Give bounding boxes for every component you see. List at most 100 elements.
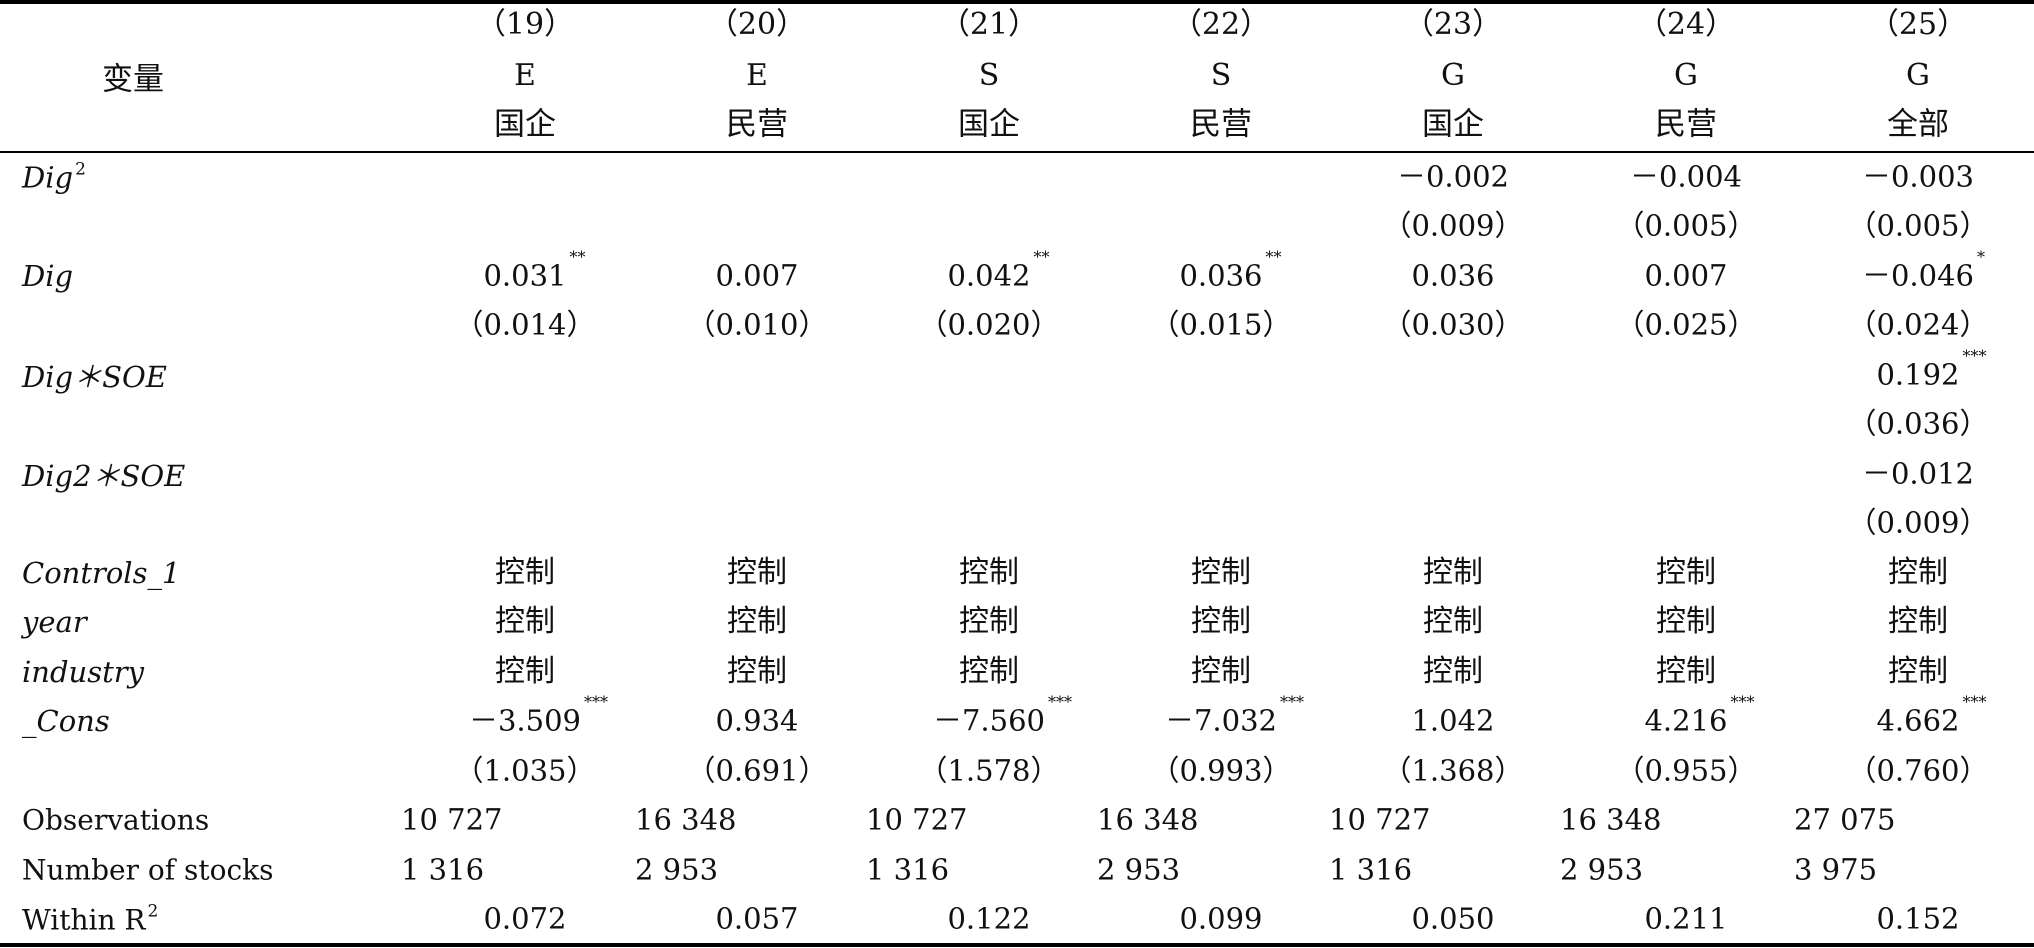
header-divider-rule xyxy=(0,151,2034,153)
table-row: Dig 0.031 ** 0.007 0.042 ** 0.036 ** 0.036 0.007 －… xyxy=(0,247,2034,301)
column-group-2: 民营 xyxy=(726,106,788,143)
table-cell: 控制 xyxy=(959,607,1019,637)
table-cell: 10 727 xyxy=(866,802,968,837)
cell-value: 控制 xyxy=(959,554,1019,590)
table-cell: 控制 xyxy=(495,607,555,637)
table-cell: 2 953 xyxy=(1097,855,1180,884)
row-label-text: Dig2＊SOE xyxy=(22,458,186,493)
cell-value: 2 953 xyxy=(1560,852,1644,887)
cell-value: （0.691） xyxy=(686,753,828,788)
cell-value: 0.072 xyxy=(483,901,567,936)
table-row: Dig2＊SOE －0.012 xyxy=(0,449,2034,499)
row-label: _Cons xyxy=(22,704,110,738)
cell-value: （0.030） xyxy=(1382,307,1524,342)
table-cell: 1 316 xyxy=(866,855,949,884)
cell-value: 控制 xyxy=(1191,604,1251,640)
cell-value: 控制 xyxy=(727,554,787,590)
table-cell: （0.020） xyxy=(918,310,1059,340)
table-top-rule xyxy=(0,0,2034,4)
table-row: Controls_1 控制 控制 控制 控制 控制 控制 控制 xyxy=(0,548,2034,598)
column-number-3: （21） xyxy=(939,7,1039,42)
cell-value: 27 075 xyxy=(1794,802,1896,837)
cell-value: 10 727 xyxy=(866,802,968,837)
cell-value: 控制 xyxy=(1191,653,1251,689)
cell-value: 控制 xyxy=(495,653,555,689)
column-type-3: S xyxy=(978,58,1000,93)
significance-stars: ** xyxy=(569,247,586,267)
cell-value: 控制 xyxy=(1888,554,1948,590)
table-cell: －7.032 *** xyxy=(1164,694,1304,738)
cell-value: （0.009） xyxy=(1382,208,1524,243)
column-type-5: G xyxy=(1441,58,1465,93)
table-cell: （0.010） xyxy=(686,307,828,342)
table-row: Number of stocks 1 316 2 953 1 316 2 953 1 31… xyxy=(0,845,2034,895)
table-cell: 控制 xyxy=(727,607,787,637)
table-cell: 控制 xyxy=(727,554,787,590)
cell-value: 控制 xyxy=(1888,604,1948,640)
row-label-text: Number of stocks xyxy=(22,853,274,887)
cell-value: －7.032 xyxy=(1164,703,1278,738)
cell-value: 控制 xyxy=(959,604,1019,640)
table-cell: （1.368） xyxy=(1382,756,1523,785)
cell-value: 0.036 xyxy=(1179,258,1263,293)
cell-value: 16 348 xyxy=(635,802,737,837)
significance-stars: *** xyxy=(1962,346,1987,366)
cell-value: （0.005） xyxy=(1615,208,1757,243)
table-cell: （0.009） xyxy=(1847,508,1988,538)
significance-stars: ** xyxy=(1265,247,1282,267)
cell-value: 控制 xyxy=(1191,554,1251,590)
significance-stars: *** xyxy=(1048,692,1073,712)
cell-value: 16 348 xyxy=(1097,802,1199,837)
row-label: Dig2＊SOE xyxy=(22,453,185,495)
cell-value: 控制 xyxy=(1423,653,1483,689)
table-cell: （0.030） xyxy=(1382,307,1524,342)
table-cell: 控制 xyxy=(1888,554,1948,590)
table-row: Observations 10 727 16 348 10 727 16 348 10 7… xyxy=(0,796,2034,846)
row-label-text: Controls_1 xyxy=(22,555,181,590)
cell-value: 0.099 xyxy=(1179,901,1263,936)
table-cell: 0.007 xyxy=(1644,261,1727,290)
table-cell: 控制 xyxy=(1191,607,1251,637)
cell-value: 控制 xyxy=(727,653,787,689)
significance-stars: *** xyxy=(1730,692,1755,712)
cell-value: （0.005） xyxy=(1847,208,1989,243)
table-cell: －0.012 xyxy=(1862,459,1974,488)
row-label-text: year xyxy=(22,605,87,640)
table-cell: －0.046 * xyxy=(1862,249,1985,290)
column-group-7: 全部 xyxy=(1887,106,1949,143)
cell-value: －0.003 xyxy=(1861,159,1975,194)
column-group-3: 国企 xyxy=(958,106,1020,143)
column-number-1: （19） xyxy=(475,7,575,42)
significance-stars: * xyxy=(1977,247,1986,267)
column-type-6: G xyxy=(1674,58,1698,93)
cell-value: 1 316 xyxy=(1329,852,1413,887)
cell-value: （0.015） xyxy=(1150,307,1292,342)
table-row: Dig＊SOE 0.192 *** xyxy=(0,346,2034,400)
table-row: （0.036） xyxy=(0,400,2034,450)
table-cell: 控制 xyxy=(495,653,555,689)
table-cell: 控制 xyxy=(1423,653,1483,689)
table-row: industry 控制 控制 控制 控制 控制 控制 控制 xyxy=(0,647,2034,697)
cell-value: 控制 xyxy=(1423,554,1483,590)
cell-value: 0.031 xyxy=(483,258,567,293)
cell-value: （1.578） xyxy=(918,753,1060,788)
table-cell: （0.025） xyxy=(1615,310,1756,340)
significance-stars: *** xyxy=(1280,692,1305,712)
table-cell: 控制 xyxy=(1423,554,1483,590)
cell-value: （0.010） xyxy=(686,307,828,342)
row-label: Observations xyxy=(22,804,209,837)
cell-value: 0.042 xyxy=(947,258,1031,293)
cell-value: 3 975 xyxy=(1794,852,1878,887)
table-cell: （1.578） xyxy=(918,756,1059,785)
significance-stars: *** xyxy=(1962,692,1987,712)
table-cell: 控制 xyxy=(727,653,787,689)
cell-value: －3.509 xyxy=(468,703,582,738)
cell-value: 10 727 xyxy=(1329,802,1431,837)
table-cell: 2 953 xyxy=(635,855,718,884)
table-row: _Cons －3.509 *** 0.934 －7.560 *** －7.032 *** 1.0… xyxy=(0,692,2034,747)
cell-value: 0.934 xyxy=(715,703,799,738)
table-row: Dig 2 －0.002 －0.004 －0.003 xyxy=(0,152,2034,202)
cell-value: 0.036 xyxy=(1411,258,1495,293)
cell-value: 1.042 xyxy=(1411,703,1495,738)
row-label-superscript: 2 xyxy=(147,901,159,922)
